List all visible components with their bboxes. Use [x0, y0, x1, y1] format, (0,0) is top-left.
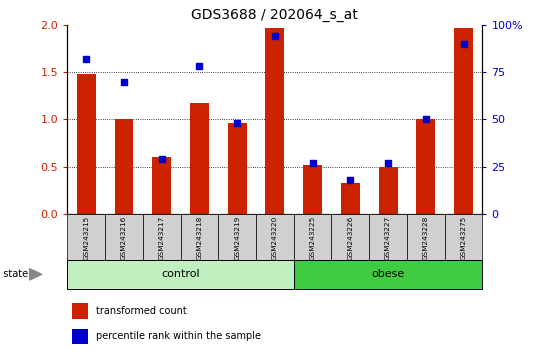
Text: GSM243215: GSM243215: [83, 216, 89, 260]
Point: [384, 160, 392, 166]
Bar: [454, 28, 473, 214]
Text: disease state: disease state: [0, 269, 28, 279]
Text: GSM243217: GSM243217: [158, 216, 165, 260]
Point: [195, 64, 204, 69]
Bar: [228, 123, 247, 214]
Bar: [143, 214, 181, 260]
Bar: [67, 260, 294, 289]
Point: [459, 41, 468, 46]
Point: [271, 33, 279, 39]
Bar: [294, 260, 482, 289]
Bar: [72, 303, 88, 319]
Text: GSM243228: GSM243228: [423, 216, 429, 260]
Text: percentile rank within the sample: percentile rank within the sample: [96, 331, 261, 341]
Bar: [331, 214, 369, 260]
Point: [421, 116, 430, 122]
Text: GSM243216: GSM243216: [121, 216, 127, 260]
Bar: [218, 214, 256, 260]
Bar: [181, 214, 218, 260]
Point: [233, 120, 241, 126]
Text: GSM243225: GSM243225: [309, 216, 316, 260]
Text: control: control: [161, 269, 200, 279]
Bar: [105, 214, 143, 260]
Bar: [67, 214, 105, 260]
Bar: [369, 214, 407, 260]
Polygon shape: [30, 269, 42, 280]
Point: [308, 160, 317, 166]
Bar: [72, 329, 88, 344]
Bar: [77, 74, 96, 214]
Point: [120, 79, 128, 84]
Bar: [303, 165, 322, 214]
Bar: [190, 103, 209, 214]
Text: GSM243226: GSM243226: [347, 216, 354, 260]
Text: obese: obese: [371, 269, 405, 279]
Bar: [417, 119, 436, 214]
Bar: [266, 28, 285, 214]
Bar: [153, 157, 171, 214]
Bar: [407, 214, 445, 260]
Text: GSM243275: GSM243275: [460, 216, 467, 260]
Bar: [379, 167, 398, 214]
Bar: [341, 183, 360, 214]
Point: [157, 156, 166, 162]
Text: GSM243219: GSM243219: [234, 216, 240, 260]
Bar: [256, 214, 294, 260]
Bar: [115, 119, 134, 214]
Title: GDS3688 / 202064_s_at: GDS3688 / 202064_s_at: [191, 8, 358, 22]
Text: GSM243218: GSM243218: [196, 216, 203, 260]
Text: GSM243220: GSM243220: [272, 216, 278, 260]
Bar: [294, 214, 331, 260]
Text: transformed count: transformed count: [96, 306, 187, 316]
Text: GSM243227: GSM243227: [385, 216, 391, 260]
Bar: [445, 214, 482, 260]
Point: [346, 177, 355, 183]
Point: [82, 56, 91, 62]
